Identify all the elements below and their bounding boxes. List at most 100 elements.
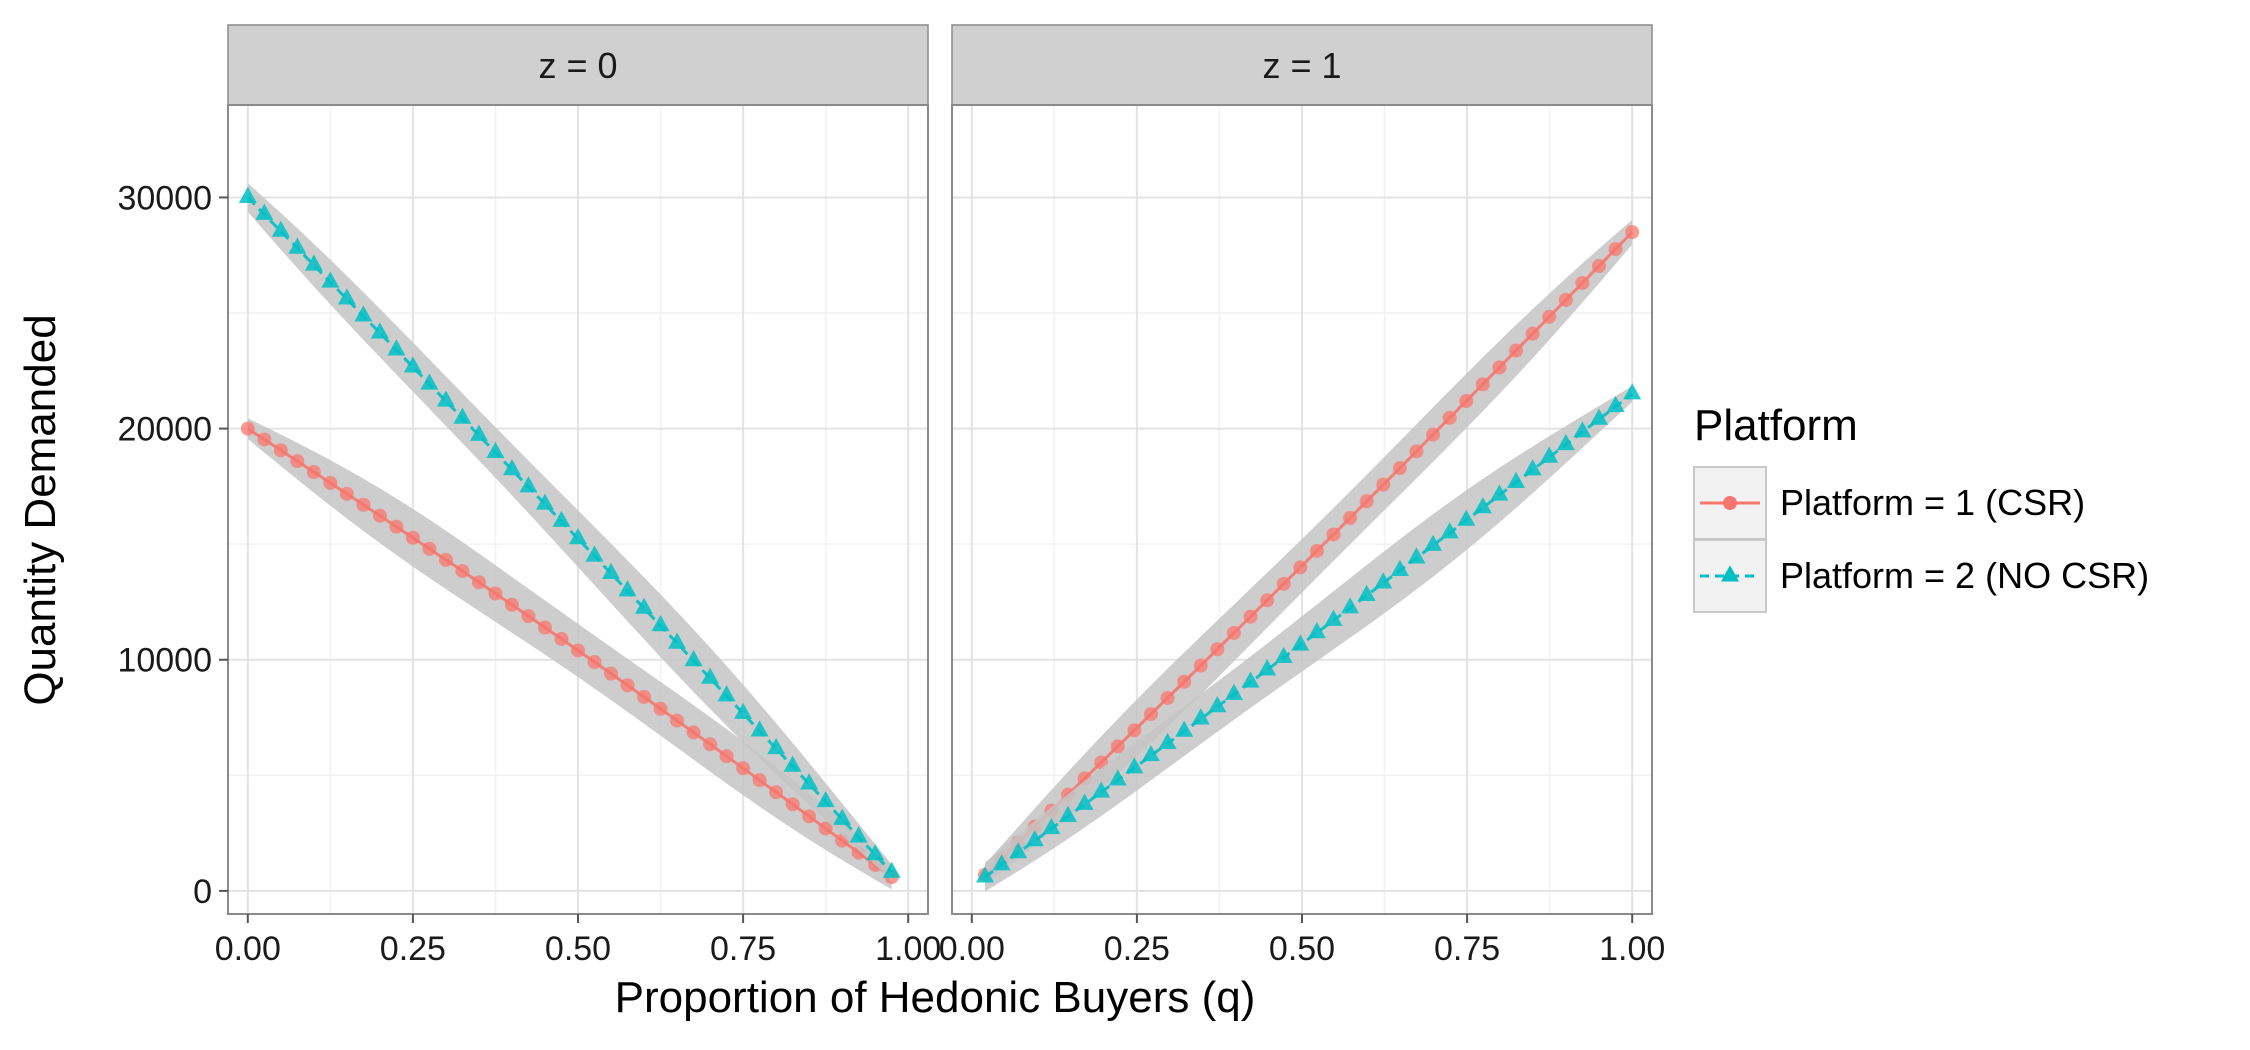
legend-entry: Platform = 2 (NO CSR)	[1693, 539, 2149, 613]
data-point-csr	[1309, 543, 1324, 558]
data-point-no-csr	[816, 790, 835, 808]
data-point-no-csr	[1390, 559, 1409, 576]
data-point-csr	[1475, 377, 1490, 392]
data-point-csr	[405, 530, 420, 545]
x-tick-label: 0.25	[1104, 930, 1170, 968]
data-point-csr	[1177, 674, 1192, 689]
data-point-csr	[389, 519, 404, 534]
data-point-csr	[1226, 625, 1241, 640]
data-point-no-csr	[1125, 757, 1144, 774]
x-tick-label: 0.50	[1269, 930, 1335, 968]
data-point-no-csr	[486, 441, 505, 459]
data-point-no-csr	[271, 220, 290, 237]
data-point-csr	[1409, 444, 1424, 459]
data-point-no-csr	[783, 755, 802, 772]
data-point-no-csr	[1191, 708, 1210, 725]
data-point-csr	[1426, 427, 1441, 442]
data-point-no-csr	[1274, 646, 1293, 664]
data-point-no-csr	[684, 650, 703, 667]
data-point-csr	[488, 586, 503, 601]
data-point-csr	[1575, 275, 1590, 290]
data-point-csr	[1542, 309, 1557, 324]
x-tick-label: 0.25	[380, 930, 446, 968]
data-point-no-csr	[288, 237, 307, 254]
data-point-no-csr	[668, 632, 687, 649]
data-point-no-csr	[519, 476, 538, 493]
data-point-no-csr	[370, 322, 389, 339]
data-point-no-csr	[420, 373, 439, 390]
data-point-csr	[1260, 593, 1275, 608]
data-point-csr	[802, 809, 817, 824]
data-point-no-csr	[502, 459, 521, 476]
data-point-no-csr	[1374, 572, 1393, 589]
data-point-no-csr	[866, 844, 885, 861]
data-point-csr	[1608, 242, 1623, 257]
data-point-csr	[1276, 576, 1291, 591]
data-point-csr	[587, 655, 602, 670]
data-point-csr	[1592, 259, 1607, 274]
data-point-no-csr	[1324, 609, 1343, 626]
data-point-no-csr	[1075, 793, 1094, 810]
x-axis-title: Proportion of Hedonic Buyers (q)	[615, 973, 1256, 1022]
data-point-csr	[1558, 292, 1573, 307]
data-point-no-csr	[767, 737, 786, 755]
data-point-no-csr	[1208, 696, 1227, 713]
data-point-csr	[1210, 642, 1225, 657]
data-point-no-csr	[255, 203, 274, 220]
x-tick-label: 0.75	[710, 930, 776, 968]
data-point-csr	[1127, 723, 1142, 738]
data-point-no-csr	[403, 356, 422, 373]
data-point-no-csr	[1141, 744, 1160, 762]
data-point-csr	[620, 678, 635, 693]
data-point-no-csr	[1540, 446, 1559, 463]
data-point-no-csr	[321, 271, 340, 288]
series-line	[983, 231, 1634, 876]
facet-strip	[951, 24, 1653, 106]
data-point-csr	[1492, 360, 1507, 375]
data-point-no-csr	[238, 186, 257, 203]
data-point-no-csr	[602, 562, 621, 579]
data-point-no-csr	[750, 720, 769, 737]
data-point-csr	[504, 597, 519, 612]
data-point-csr	[1343, 510, 1358, 525]
series-line	[984, 392, 1634, 879]
legend-title: Platform	[1694, 401, 1858, 450]
x-tick-label: 1.00	[1599, 930, 1665, 968]
data-point-csr	[653, 701, 668, 716]
data-point-no-csr	[882, 861, 901, 878]
data-point-no-csr	[1623, 383, 1642, 400]
data-point-no-csr	[1092, 781, 1111, 798]
data-point-no-csr	[1424, 534, 1443, 551]
data-point-csr	[537, 620, 552, 635]
data-point-no-csr	[569, 528, 587, 545]
data-point-csr	[438, 552, 453, 567]
data-point-csr	[1376, 477, 1391, 492]
x-tick-label: 0.00	[939, 930, 1005, 968]
data-point-no-csr	[833, 808, 852, 825]
data-point-csr	[1143, 707, 1158, 722]
data-point-no-csr	[1490, 484, 1509, 501]
data-point-csr	[785, 797, 800, 812]
data-point-no-csr	[800, 773, 819, 790]
data-point-csr	[604, 666, 619, 681]
y-tick-label: 10000	[117, 642, 212, 680]
data-point-no-csr	[1009, 842, 1028, 859]
data-point-no-csr	[1258, 659, 1277, 676]
data-point-csr	[1625, 225, 1640, 240]
legend-key-marker	[1721, 565, 1739, 582]
data-point-no-csr	[1457, 509, 1476, 526]
data-point-no-csr	[1440, 522, 1459, 539]
data-point-csr	[372, 508, 387, 523]
legend-label: Platform = 2 (NO CSR)	[1780, 555, 2149, 596]
data-point-csr	[306, 465, 321, 480]
data-point-csr	[1326, 527, 1341, 542]
data-point-no-csr	[1357, 584, 1376, 601]
data-point-no-csr	[304, 254, 323, 271]
facet-strip-label: z = 0	[538, 45, 617, 86]
data-point-no-csr	[535, 493, 554, 510]
data-point-csr	[455, 564, 470, 579]
data-point-no-csr	[1058, 805, 1077, 822]
y-tick-label: 20000	[117, 411, 212, 449]
data-point-csr	[1459, 394, 1474, 409]
